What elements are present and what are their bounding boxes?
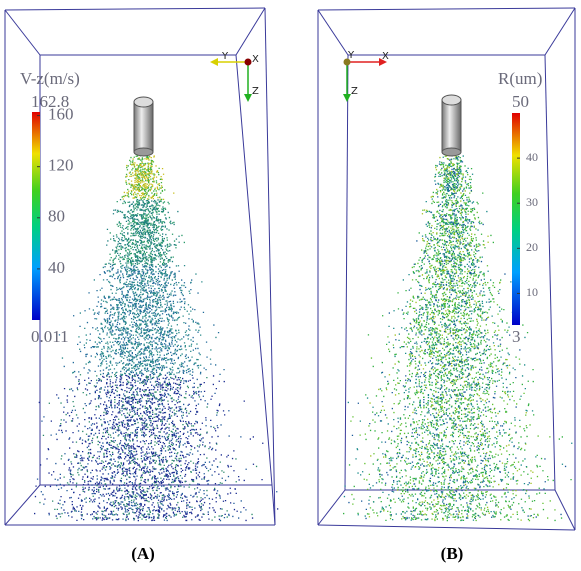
- particle-cloud: [36, 374, 278, 522]
- axis-label: X: [252, 54, 259, 65]
- nozzle: [133, 96, 154, 157]
- colorbar: [512, 113, 520, 325]
- axis-triad: Y X Z: [343, 50, 389, 102]
- panel-label: (A): [131, 544, 155, 563]
- colorbar-min: 0.011: [31, 327, 69, 346]
- colorbar-max: 162.8: [31, 92, 69, 111]
- axis-label: Z: [351, 86, 358, 97]
- colorbar-min: 3: [512, 327, 521, 346]
- bounding-box: [4, 7, 276, 526]
- axis-label: Y: [347, 50, 355, 61]
- colorbar-tick-label: 120: [48, 156, 74, 175]
- particle-cloud: [343, 155, 573, 521]
- colorbar-tick-label: 80: [48, 207, 65, 226]
- colorbar-title: R(um): [498, 69, 542, 88]
- colorbar-tick-label: 40: [526, 150, 538, 164]
- particle-cloud: [350, 155, 556, 522]
- colorbar-tick-label: 20: [526, 240, 538, 254]
- particle-cloud: [104, 199, 180, 266]
- axis-label: Y: [221, 51, 229, 62]
- axis-triad: Y X Z: [210, 51, 259, 102]
- particle-cloud: [61, 264, 217, 376]
- colorbar-tick-label: 40: [48, 258, 65, 277]
- colorbar-title: V-z(m/s): [20, 69, 80, 88]
- axis-label: Z: [252, 86, 259, 97]
- panel-label: (B): [441, 544, 464, 563]
- particle-cloud: [368, 155, 534, 521]
- colorbar: [32, 112, 40, 320]
- axis-label: X: [382, 51, 389, 62]
- bounding-box: [317, 7, 576, 531]
- particles: [34, 155, 573, 522]
- particle-cloud: [122, 155, 175, 200]
- nozzle: [441, 94, 462, 157]
- colorbar-tick-label: 160: [48, 104, 74, 123]
- particle-cloud: [34, 374, 279, 522]
- particle-cloud: [121, 155, 166, 200]
- colorbar-tick-label: 30: [526, 195, 538, 209]
- colorbar-max: 50: [512, 92, 529, 111]
- colorbar-tick-label: 10: [526, 285, 538, 299]
